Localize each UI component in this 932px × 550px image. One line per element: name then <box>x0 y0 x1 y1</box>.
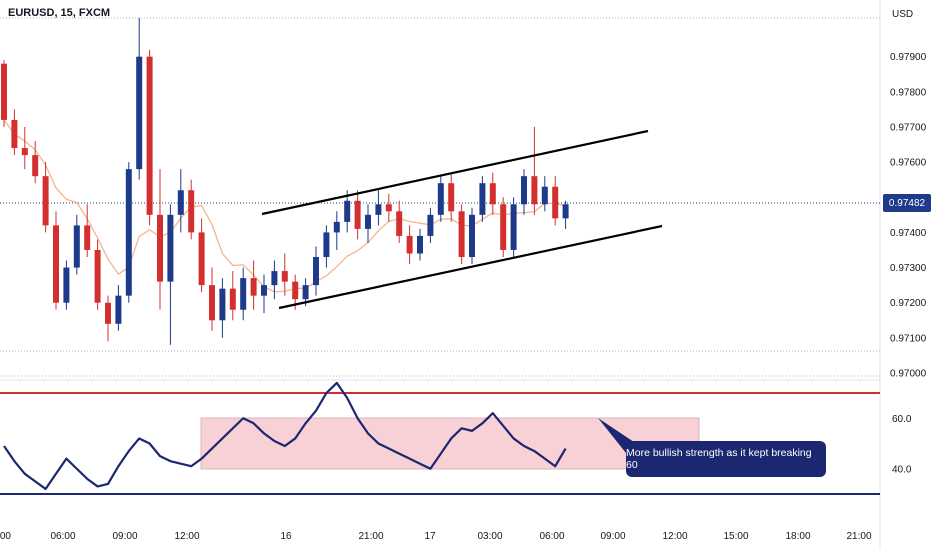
rsi-tick-label: 40.0 <box>892 464 912 475</box>
price-tick-label: 0.97100 <box>890 333 927 344</box>
candle-down[interactable] <box>292 281 299 300</box>
price-tick-label: 0.97000 <box>890 369 927 380</box>
time-tick-label: 06:00 <box>539 531 564 542</box>
candle-up[interactable] <box>333 221 340 233</box>
candle-up[interactable] <box>219 288 226 321</box>
candle-up[interactable] <box>115 295 122 324</box>
time-tick-label: 06:00 <box>50 531 75 542</box>
time-tick-label: 09:00 <box>112 531 137 542</box>
time-tick-label: 03:00 <box>477 531 502 542</box>
candle-down[interactable] <box>11 119 18 149</box>
candle-down[interactable] <box>21 148 28 156</box>
candle-down[interactable] <box>281 271 288 282</box>
candle-down[interactable] <box>458 211 465 258</box>
candle-up[interactable] <box>167 214 174 282</box>
candle-up[interactable] <box>271 271 278 286</box>
candle-down[interactable] <box>500 204 507 250</box>
candle-up[interactable] <box>437 183 444 215</box>
time-tick-label: 12:00 <box>662 531 687 542</box>
time-tick-label: 15:00 <box>723 531 748 542</box>
time-tick-label: 18:00 <box>785 531 810 542</box>
candle-down[interactable] <box>198 232 205 286</box>
candle-up[interactable] <box>375 204 382 215</box>
candle-down[interactable] <box>489 183 496 205</box>
price-tick-label: 0.97700 <box>890 122 927 133</box>
time-tick-label: :00 <box>0 531 11 542</box>
price-axis-labels: 0.979000.978000.977000.976000.975000.974… <box>890 52 927 379</box>
annotation-callout: More bullish strength as it kept breakin… <box>626 441 826 477</box>
current-price-tag: 0.97482 <box>883 194 931 212</box>
time-tick-label: 17 <box>424 531 436 542</box>
time-tick-label: 21:00 <box>846 531 871 542</box>
price-tick-label: 0.97400 <box>890 228 927 239</box>
candle-down[interactable] <box>385 204 392 212</box>
price-tick-label: 0.97900 <box>890 52 927 63</box>
candle-up[interactable] <box>521 176 527 205</box>
candle-up[interactable] <box>541 186 548 205</box>
candle-down[interactable] <box>84 225 91 250</box>
candle-down[interactable] <box>146 56 153 215</box>
candle-up[interactable] <box>261 285 267 296</box>
rsi-axis-labels: 60.0 40.0 <box>892 414 912 476</box>
candle-down[interactable] <box>105 302 111 324</box>
candle-down[interactable] <box>396 211 403 236</box>
time-axis-labels: :00 06:00 09:00 12:00 16 21:00 17 03:00 06:00 09:… <box>0 531 872 542</box>
candle-up[interactable] <box>125 169 132 296</box>
candle-up[interactable] <box>562 204 569 219</box>
time-tick-label: 16 <box>280 531 292 542</box>
rsi-line[interactable] <box>3 381 567 491</box>
channel-lower-line[interactable] <box>278 224 663 310</box>
time-tick-label: 12:00 <box>174 531 199 542</box>
candle-up[interactable] <box>177 190 184 215</box>
candle-down[interactable] <box>42 176 49 226</box>
candle-up[interactable] <box>63 267 70 303</box>
candle-down[interactable] <box>209 285 215 321</box>
candle-down[interactable] <box>188 190 195 233</box>
currency-label: USD <box>892 9 914 20</box>
rsi-tick-label: 60.0 <box>892 414 912 425</box>
candle-up[interactable] <box>469 214 475 258</box>
candle-down[interactable] <box>448 183 455 212</box>
candle-up[interactable] <box>510 204 517 250</box>
rsi-highlight-band <box>200 417 700 470</box>
candle-up[interactable] <box>73 225 80 268</box>
candle-down[interactable] <box>229 288 236 310</box>
candlestick-series[interactable] <box>1 18 569 345</box>
candle-up[interactable] <box>344 200 351 222</box>
candle-up[interactable] <box>323 232 330 258</box>
candle-up[interactable] <box>136 56 143 170</box>
price-tick-label: 0.97800 <box>890 87 927 98</box>
candle-up[interactable] <box>365 214 371 229</box>
candle-down[interactable] <box>552 186 559 219</box>
channel-upper-line[interactable] <box>261 129 649 216</box>
candle-down[interactable] <box>32 155 39 177</box>
price-tick-label: 0.97600 <box>890 158 927 169</box>
time-tick-label: 09:00 <box>600 531 625 542</box>
price-tick-label: 0.97300 <box>890 263 927 274</box>
candle-down[interactable] <box>157 214 163 282</box>
candle-up[interactable] <box>302 285 309 300</box>
candle-down[interactable] <box>354 200 361 229</box>
candle-up[interactable] <box>479 183 486 215</box>
candle-up[interactable] <box>240 278 247 310</box>
symbol-title: EURUSD, 15, FXCM <box>8 7 111 19</box>
candle-up[interactable] <box>417 235 423 254</box>
candle-down[interactable] <box>531 176 538 205</box>
price-tick-label: 0.97200 <box>890 298 927 309</box>
time-tick-label: 21:00 <box>358 531 383 542</box>
candle-up[interactable] <box>313 257 319 286</box>
candle-up[interactable] <box>427 214 434 236</box>
candle-down[interactable] <box>1 63 7 120</box>
candle-down[interactable] <box>406 235 413 254</box>
candle-down[interactable] <box>94 249 101 303</box>
candle-down[interactable] <box>250 278 257 296</box>
candle-down[interactable] <box>53 225 59 303</box>
